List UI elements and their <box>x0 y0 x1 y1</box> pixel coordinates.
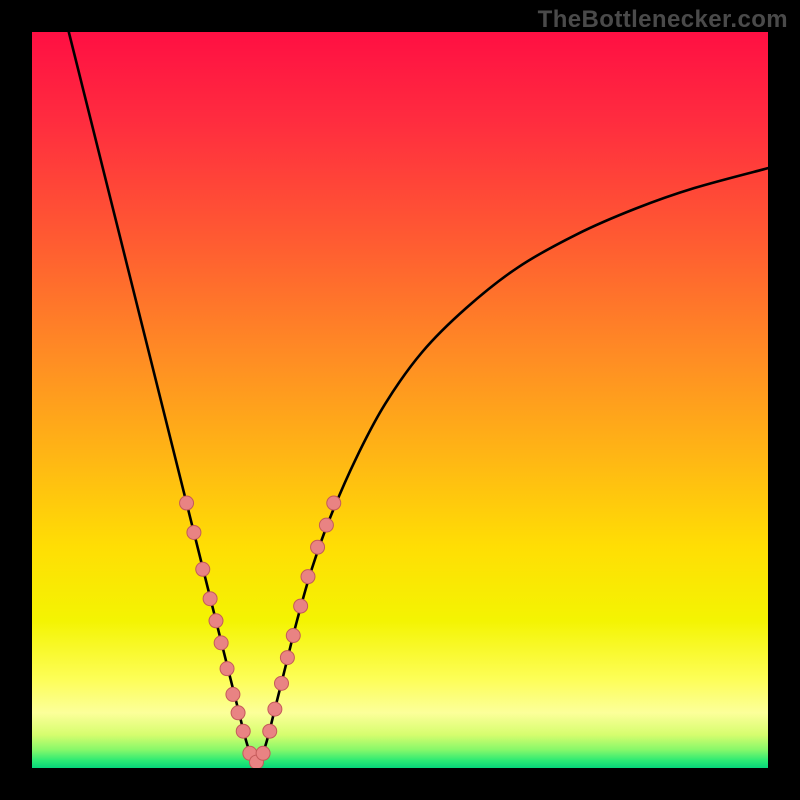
data-marker <box>294 599 308 613</box>
data-marker <box>286 629 300 643</box>
data-marker <box>236 724 250 738</box>
data-marker <box>231 706 245 720</box>
plot-background <box>32 32 768 768</box>
data-marker <box>220 662 234 676</box>
data-marker <box>319 518 333 532</box>
data-marker <box>214 636 228 650</box>
data-marker <box>180 496 194 510</box>
data-marker <box>196 562 210 576</box>
data-marker <box>275 676 289 690</box>
data-marker <box>311 540 325 554</box>
chart-svg <box>0 0 800 800</box>
watermark-text: TheBottlenecker.com <box>538 6 788 34</box>
data-marker <box>203 592 217 606</box>
data-marker <box>327 496 341 510</box>
data-marker <box>263 724 277 738</box>
data-marker <box>301 570 315 584</box>
data-marker <box>226 687 240 701</box>
chart-stage: TheBottlenecker.com <box>0 0 800 800</box>
data-marker <box>280 651 294 665</box>
data-marker <box>256 746 270 760</box>
data-marker <box>268 702 282 716</box>
data-marker <box>187 525 201 539</box>
data-marker <box>209 614 223 628</box>
